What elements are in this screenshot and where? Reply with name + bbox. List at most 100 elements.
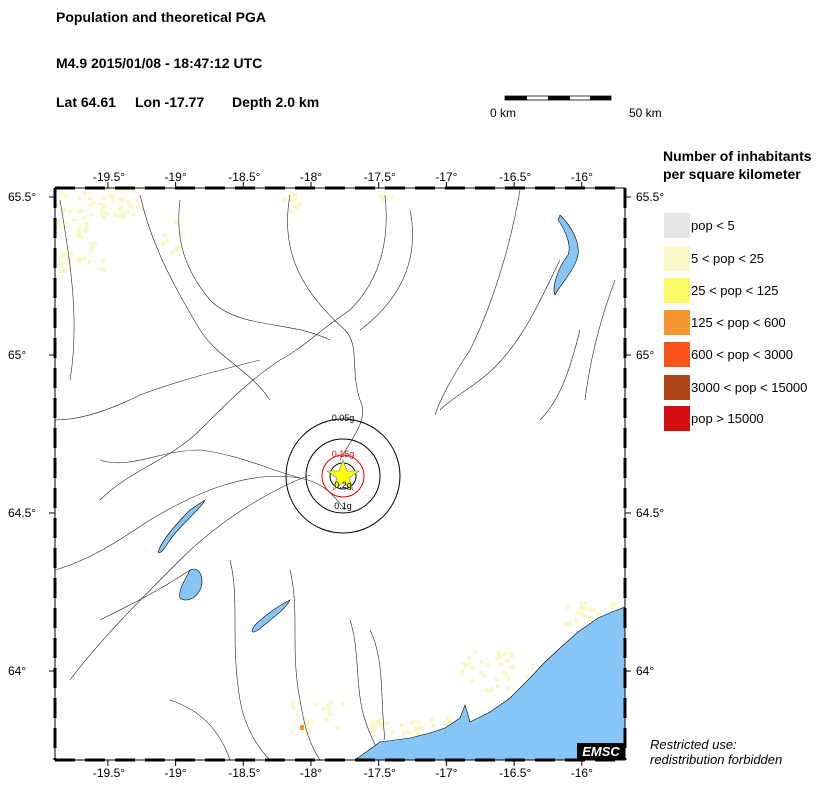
population-cell	[58, 260, 63, 265]
axis-ticks	[49, 182, 631, 766]
right-lat-label: 65.5°	[636, 190, 665, 204]
population-cell	[510, 664, 515, 669]
population-cell	[576, 610, 581, 615]
population-cell	[479, 659, 484, 664]
population-cell	[486, 663, 491, 668]
legend-title-line1: Number of inhabitants	[663, 148, 812, 164]
population-cell	[171, 250, 176, 255]
population-cell	[90, 245, 95, 250]
population-cell	[429, 717, 434, 722]
population-cell	[66, 256, 71, 261]
population-cell	[99, 211, 104, 216]
population-cell	[101, 203, 106, 208]
water-bodies	[157, 214, 625, 760]
population-cell	[300, 725, 304, 730]
population-cell	[126, 199, 131, 204]
population-cell	[68, 208, 73, 213]
right-lat-label: 64.5°	[636, 506, 665, 520]
population-cell	[466, 655, 471, 660]
population-cell	[88, 259, 93, 264]
scale-bar	[504, 95, 612, 101]
population-cell	[431, 723, 436, 728]
population-cell	[77, 225, 82, 230]
pga-label-0.2g: 0.2g	[334, 480, 352, 490]
population-cell	[289, 191, 294, 196]
population-cell	[121, 214, 126, 219]
bottom-lon-label: -19.5°	[92, 766, 126, 780]
population-cell	[307, 729, 312, 734]
population-cell	[101, 258, 106, 263]
population-cell	[84, 225, 89, 230]
population-cell	[461, 662, 466, 667]
top-lon-label: -18°	[299, 170, 323, 184]
population-cell	[124, 188, 129, 192]
pga-contour-0.15g	[321, 454, 365, 498]
population-cell	[372, 724, 377, 729]
population-cell	[161, 239, 166, 244]
population-cell	[479, 670, 484, 675]
population-cell	[592, 608, 597, 613]
legend-swatch	[664, 310, 690, 335]
population-cell	[292, 197, 297, 202]
notice-line2: redistribution forbidden	[650, 752, 783, 767]
population-cell	[298, 700, 303, 705]
legend-label: 600 < pop < 3000	[691, 347, 793, 362]
population-cell	[587, 616, 592, 621]
figure-title: Population and theoretical PGA	[56, 9, 267, 25]
population-cell	[89, 241, 94, 246]
population-cell	[505, 686, 510, 691]
population-cell	[324, 717, 329, 722]
population-cell	[578, 627, 583, 632]
population-cell	[312, 702, 317, 707]
population-cell	[68, 251, 73, 256]
population-cell	[614, 603, 619, 608]
population-cell	[378, 717, 383, 722]
bottom-lon-label: -17°	[435, 766, 458, 780]
population-cell	[97, 201, 102, 206]
population-cell	[77, 259, 82, 264]
population-cell	[340, 702, 345, 707]
population-cell	[103, 188, 108, 192]
population-cell	[490, 686, 495, 691]
population-cell	[290, 700, 295, 705]
population-cell	[505, 658, 510, 663]
population-cell	[165, 238, 170, 243]
population-cell	[408, 730, 413, 735]
top-lon-label: -18.5°	[228, 170, 261, 184]
population-cell	[482, 673, 487, 678]
population-cell	[579, 600, 584, 605]
rivers	[55, 189, 616, 760]
population-cell	[102, 215, 107, 220]
population-cell	[595, 611, 600, 616]
population-cell	[128, 204, 133, 209]
population-cell	[509, 652, 514, 657]
legend-swatch	[664, 342, 690, 367]
population-cell	[174, 220, 179, 225]
population-cell	[135, 197, 140, 202]
scale-start-label: 0 km	[490, 106, 517, 120]
population-cell	[446, 716, 451, 721]
population-cell	[121, 197, 126, 202]
population-cell	[294, 205, 299, 210]
population-cell	[580, 612, 585, 617]
legend-swatch	[664, 246, 690, 271]
population-cell	[92, 200, 97, 205]
top-lon-label: -16°	[570, 170, 593, 184]
bottom-lon-label: -18°	[299, 766, 323, 780]
population-cell	[92, 241, 97, 246]
population-cell	[119, 206, 124, 211]
population-cell	[82, 216, 87, 221]
population-cell	[131, 212, 136, 217]
population-cell	[464, 664, 469, 669]
population-cell	[61, 207, 66, 212]
pga-label-0.15g: 0.15g	[332, 449, 355, 459]
population-cell	[473, 650, 478, 655]
population-cell	[499, 653, 504, 658]
population-cell	[579, 604, 584, 609]
population-cell	[81, 256, 86, 261]
population-cell	[56, 202, 61, 207]
population-cell	[178, 232, 183, 237]
population-cell	[121, 212, 126, 217]
population-cell	[580, 606, 585, 611]
